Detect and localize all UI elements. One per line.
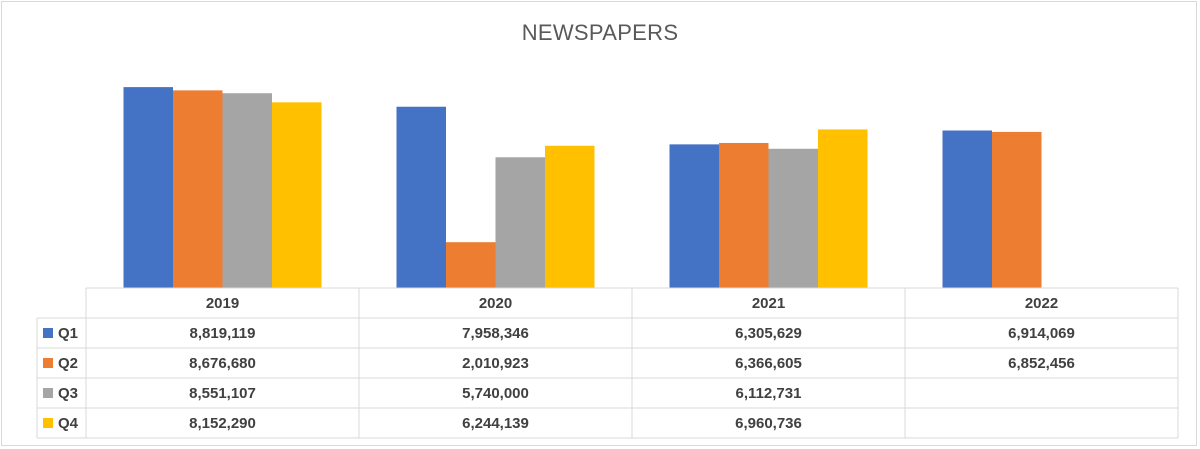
bar-q1-2020 <box>396 106 446 288</box>
category-label-2019: 2019 <box>206 295 239 312</box>
series-label-q3: Q3 <box>58 385 78 402</box>
category-label-2021: 2021 <box>752 295 785 312</box>
bar-q1-2021 <box>669 144 719 288</box>
data-label-q2-2022: 6,852,456 <box>1008 355 1075 372</box>
data-label-q4-2021: 6,960,736 <box>735 415 802 432</box>
bar-q3-2021 <box>768 148 818 288</box>
bar-q2-2019 <box>173 90 223 289</box>
data-label-q2-2019: 8,676,680 <box>189 355 256 372</box>
data-label-q1-2022: 6,914,069 <box>1008 325 1075 342</box>
data-label-q1-2021: 6,305,629 <box>735 325 802 342</box>
legend-key-q3 <box>43 388 53 398</box>
bar-q2-2021 <box>719 142 769 288</box>
legend-key-q2 <box>43 358 53 368</box>
chart-title: NEWSPAPERS <box>521 20 679 45</box>
series-label-q4: Q4 <box>58 415 79 432</box>
bar-q1-2022 <box>942 130 992 288</box>
category-label-2022: 2022 <box>1025 295 1058 312</box>
bar-q4-2021 <box>818 129 868 288</box>
data-label-q4-2020: 6,244,139 <box>462 415 529 432</box>
legend-key-q1 <box>43 328 53 338</box>
data-label-q1-2020: 7,958,346 <box>462 325 529 342</box>
data-label-q2-2021: 6,366,605 <box>735 355 802 372</box>
bar-q2-2020 <box>446 242 496 288</box>
bar-q4-2019 <box>272 102 322 288</box>
legend-key-q4 <box>43 418 53 428</box>
bar-q1-2019 <box>123 87 173 289</box>
data-label-q4-2019: 8,152,290 <box>189 415 256 432</box>
data-label-q3-2019: 8,551,107 <box>189 385 256 402</box>
data-label-q3-2020: 5,740,000 <box>462 385 529 402</box>
data-label-q1-2019: 8,819,119 <box>190 325 256 342</box>
data-label-q3-2021: 6,112,731 <box>736 385 802 402</box>
series-label-q1: Q1 <box>58 325 78 342</box>
bar-q2-2022 <box>992 131 1042 288</box>
series-label-q2: Q2 <box>58 355 78 372</box>
category-label-2020: 2020 <box>479 295 512 312</box>
data-label-q2-2020: 2,010,923 <box>462 355 529 372</box>
bar-q3-2019 <box>222 93 272 288</box>
bar-q4-2020 <box>545 145 595 288</box>
bar-q3-2020 <box>495 157 545 288</box>
